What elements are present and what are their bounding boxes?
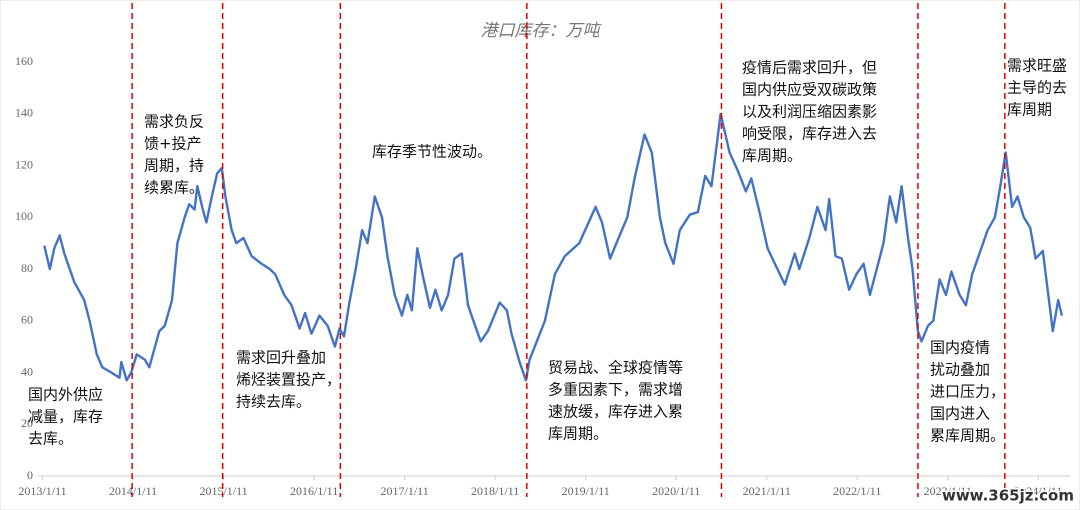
- y-tick-label: 120: [15, 157, 33, 171]
- y-tick-label: 0: [27, 468, 33, 482]
- annotation: 库周期。: [548, 425, 608, 443]
- x-tick-label: 2013/1/11: [18, 484, 66, 498]
- annotation: 多重因素下，需求增: [548, 381, 683, 399]
- annotation: 进口压力，: [930, 383, 1005, 401]
- annotation: 以及利润压缩因素影: [742, 103, 877, 121]
- y-tick-label: 100: [15, 209, 33, 223]
- x-tick-label: 2018/1/11: [471, 484, 519, 498]
- annotation: 响受限，库存进入去: [742, 125, 877, 143]
- x-tick-label: 2015/1/11: [199, 484, 247, 498]
- annotation: 续累库。: [144, 179, 204, 197]
- y-tick-label: 80: [21, 261, 33, 275]
- x-tick-label: 2020/1/11: [652, 484, 700, 498]
- annotation: 主导的去: [1007, 79, 1067, 97]
- annotation: 库存季节性波动。: [372, 143, 492, 161]
- annotation: 烯烃装置投产，: [236, 371, 341, 389]
- y-tick-label: 140: [15, 106, 33, 120]
- annotation: 速放缓，库存进入累: [548, 403, 683, 421]
- x-tick-label: 2019/1/11: [562, 484, 610, 498]
- annotation: 库周期。: [742, 147, 802, 165]
- x-tick-label: 2014/1/11: [109, 484, 157, 498]
- annotation: 国内进入: [930, 405, 990, 423]
- annotation: 需求回升叠加: [236, 349, 326, 367]
- annotation: 馈+投产: [144, 135, 202, 153]
- x-tick-label: 2017/1/11: [381, 484, 429, 498]
- annotation: 减量，库存: [28, 408, 103, 426]
- y-tick-label: 20: [21, 416, 33, 430]
- annotation: 库周期: [1007, 101, 1052, 119]
- annotation: 贸易战、全球疫情等: [548, 359, 683, 377]
- annotation: 去库。: [28, 430, 73, 448]
- annotation: 扰动叠加: [930, 361, 990, 379]
- annotation: 需求旺盛: [1007, 57, 1067, 75]
- x-tick-label: 2022/1/11: [833, 484, 881, 498]
- annotation: 持续去库。: [236, 393, 311, 411]
- x-tick-label: 2023/1/11: [924, 484, 972, 498]
- x-tick-label: 2021/1/11: [743, 484, 791, 498]
- x-tick-label: 2016/1/11: [290, 484, 338, 498]
- annotation: 周期，持: [144, 157, 204, 175]
- annotation: 疫情后需求回升，但: [742, 59, 877, 77]
- annotation: 国内供应受双碳政策: [742, 81, 877, 99]
- y-tick-label: 160: [15, 54, 33, 68]
- y-tick-label: 60: [21, 313, 33, 327]
- annotation: 国内疫情: [930, 339, 990, 357]
- annotation: 国内外供应: [28, 386, 103, 404]
- line: [43, 112, 1064, 382]
- y-tick-label: 40: [21, 364, 33, 378]
- chart-title: 港口库存：万吨: [481, 21, 603, 41]
- watermark: www.365jz.com: [942, 487, 1074, 505]
- annotation: 累库周期。: [930, 427, 1005, 445]
- x-tick-label: 2024/1/11: [1014, 484, 1062, 498]
- annotation: 需求负反: [144, 113, 204, 131]
